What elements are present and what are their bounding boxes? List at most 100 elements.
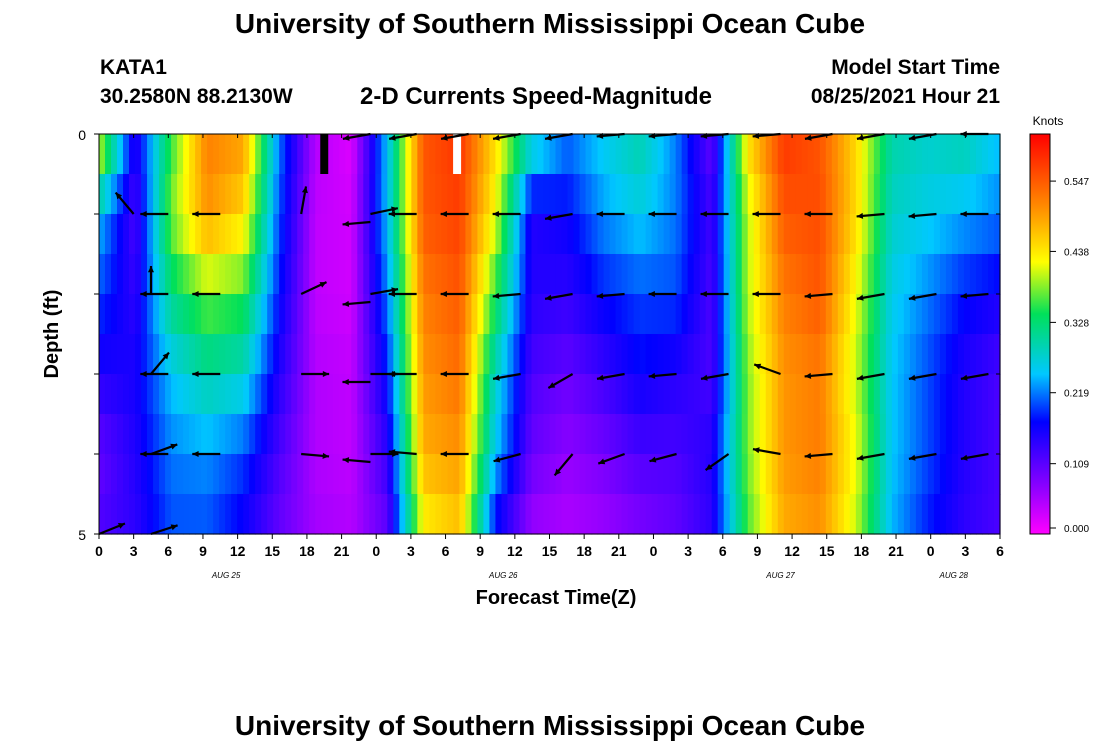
heatmap-cell [249,294,256,335]
heatmap-cell [297,134,304,175]
heatmap-cell [165,294,172,335]
heatmap-cell [105,414,112,455]
heatmap-cell [153,294,160,335]
heatmap-cell [903,134,911,175]
heatmap-cell [303,174,310,215]
current-vector [960,452,989,461]
heatmap-cell [711,334,719,375]
vector-head [908,134,916,141]
heatmap-cell [837,414,845,455]
heatmap-cell [585,494,593,535]
heatmap-cell [453,294,460,335]
current-vector [856,452,885,461]
heatmap-cell [333,454,340,495]
heatmap-cell [507,134,515,175]
heatmap-cell [717,334,725,375]
x-tick-label: 12 [230,543,246,559]
heatmap-cell [765,254,773,295]
heatmap-cell [489,134,497,175]
heatmap-cell [981,374,989,415]
heatmap-cell [477,334,485,375]
heatmap-cell [819,374,827,415]
heatmap-cell [579,374,587,415]
heatmap-cell [225,374,232,415]
heatmap-cell [915,494,923,535]
heatmap-cell [963,294,971,335]
current-vector [388,132,417,141]
heatmap-cell [183,294,190,335]
heatmap-cell [663,374,671,415]
heatmap-cell [315,334,322,375]
heatmap-cell [147,294,154,335]
heatmap-cell [495,214,503,255]
heatmap-cell [861,334,869,375]
heatmap-cell [237,294,244,335]
heatmap-cell [495,294,503,335]
vector-head [192,210,199,218]
heatmap-cell [645,254,653,295]
heatmap-cell [495,374,503,415]
heatmap-cell [273,414,280,455]
heatmap-cell [261,134,268,175]
heatmap-cell [393,414,400,455]
heatmap-cell [489,334,497,375]
current-vector [856,212,885,219]
heatmap-cell [141,334,148,375]
heatmap-cell [309,494,316,535]
heatmap-cell [555,294,563,335]
heatmap-cell [231,134,238,175]
heatmap-cell [669,214,677,255]
heatmap-cell [351,334,358,375]
heatmap-cell [735,254,743,295]
heatmap-cell [951,494,959,535]
heatmap-cell [435,374,442,415]
heatmap-cell [123,294,130,335]
heatmap-cell [945,254,953,295]
heatmap-cell [243,454,250,495]
heatmap-cell [489,254,497,295]
heatmap-cell [825,174,833,215]
heatmap-cell [231,294,238,335]
vector-head [960,454,968,461]
heatmap-cell [393,174,400,215]
heatmap-cell [111,214,118,255]
heatmap-cell [567,294,575,335]
current-vector [440,370,469,378]
heatmap-cell [255,374,262,415]
heatmap-cell [681,494,689,535]
heatmap-cell [609,134,617,175]
vector-head [115,192,123,200]
heatmap-cell [135,494,142,535]
heatmap-cell [969,294,977,335]
heatmap-cell [279,414,286,455]
current-vector [440,210,469,218]
vector-head [960,292,968,299]
heatmap-cell [321,254,328,295]
heatmap-cell [969,414,977,455]
heatmap-cell [921,494,929,535]
heatmap-cell [261,414,268,455]
heatmap-cell [201,374,208,415]
heatmap-cell [399,494,406,535]
heatmap-cell [435,214,442,255]
heatmap-cell [963,214,971,255]
heatmap-cell [597,254,605,295]
heatmap-cell [585,174,593,215]
heatmap-cell [789,174,797,215]
heatmap-cell [885,254,893,295]
vector-head [752,290,759,298]
heatmap-cell [225,214,232,255]
heatmap-cell [411,254,418,295]
heatmap-cell [417,134,424,175]
heatmap-cell [327,174,334,215]
heatmap-cell [843,294,851,335]
heatmap-cell [411,454,418,495]
heatmap-cell [771,254,779,295]
heatmap-cell [735,334,743,375]
heatmap-cell [537,414,545,455]
heatmap-cell [981,134,989,175]
heatmap-cell [657,174,665,215]
heatmap-cell [297,454,304,495]
heatmap-cell [969,214,977,255]
heatmap-cell [147,214,154,255]
